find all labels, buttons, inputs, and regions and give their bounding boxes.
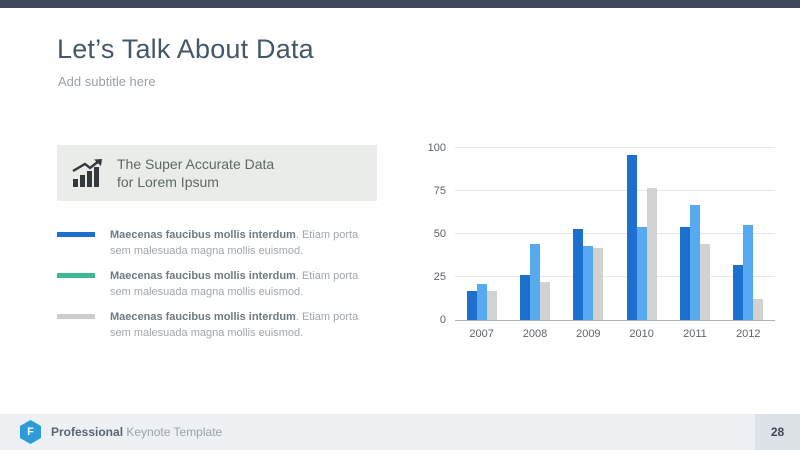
bar-dark-blue-2010 bbox=[626, 154, 637, 320]
gridline-100 bbox=[455, 147, 775, 148]
bar-gray-2011 bbox=[699, 244, 710, 320]
bar-group-2009 bbox=[562, 148, 615, 320]
bar-group-2012 bbox=[722, 148, 775, 320]
bar-group-2010 bbox=[615, 148, 668, 320]
bar-light-blue-2008 bbox=[529, 244, 540, 320]
gridline-75 bbox=[455, 190, 775, 191]
y-axis: 0 25 50 75 100 bbox=[425, 142, 455, 326]
x-tick-label-2010: 2010 bbox=[629, 328, 654, 340]
legend-text: Maecenas faucibus mollis interdum. Etiam… bbox=[110, 310, 359, 339]
legend-item-gray: Maecenas faucibus mollis interdum. Etiam… bbox=[57, 310, 387, 342]
logo: F bbox=[20, 420, 41, 444]
footer: F Professional Keynote Template 28 bbox=[0, 414, 800, 450]
bar-light-blue-2007 bbox=[476, 283, 487, 320]
bar-light-blue-2011 bbox=[689, 204, 700, 320]
callout-line2: for Lorem Ipsum bbox=[117, 174, 219, 190]
y-tick-label-50: 50 bbox=[433, 228, 446, 240]
x-tick-label-2009: 2009 bbox=[576, 328, 601, 340]
y-tick-label-75: 75 bbox=[433, 185, 446, 197]
bar-group-2008 bbox=[508, 148, 561, 320]
y-tick-label-100: 100 bbox=[427, 142, 446, 154]
bar-light-blue-2010 bbox=[636, 227, 647, 320]
legend-item-blue: Maecenas faucibus mollis interdum. Etiam… bbox=[57, 228, 387, 260]
plot-column: 2007 2008 2009 2010 2011 2012 bbox=[455, 147, 775, 340]
bar-dark-blue-2011 bbox=[679, 227, 690, 320]
gridline-25 bbox=[455, 276, 775, 277]
x-tick-label-2007: 2007 bbox=[469, 328, 494, 340]
legend-swatch-blue bbox=[57, 232, 95, 237]
bar-group-2007 bbox=[455, 148, 508, 320]
bar-group-2011 bbox=[668, 148, 721, 320]
legend-swatch-green bbox=[57, 272, 95, 278]
bar-dark-blue-2009 bbox=[573, 228, 584, 320]
bar-light-blue-2012 bbox=[743, 225, 754, 320]
bar-chart: 0 25 50 75 100 2007 2008 2009 2010 2011 2012 bbox=[425, 142, 775, 340]
x-axis-labels: 2007 2008 2009 2010 2011 2012 bbox=[455, 328, 775, 340]
slide-subtitle: Add subtitle here bbox=[58, 74, 156, 89]
callout-line1: The Super Accurate Data bbox=[117, 155, 275, 172]
legend-swatch-gray bbox=[57, 313, 95, 319]
top-accent-bar bbox=[0, 0, 800, 8]
x-tick-label-2011: 2011 bbox=[683, 328, 707, 340]
y-tick-label-0: 0 bbox=[439, 314, 446, 326]
bar-light-blue-2009 bbox=[583, 246, 594, 320]
plot-area bbox=[455, 147, 775, 321]
legend-text: Maecenas faucibus mollis interdum. Etiam… bbox=[110, 229, 359, 257]
x-tick-label-2008: 2008 bbox=[522, 328, 548, 340]
footer-brand: Professional Keynote Template bbox=[51, 425, 223, 439]
slide-title: Let’s Talk About Data bbox=[57, 34, 314, 64]
callout-box: The Super Accurate Data for Lorem Ipsum bbox=[57, 145, 377, 201]
logo-letter: F bbox=[27, 426, 34, 438]
bar-dark-blue-2012 bbox=[733, 264, 744, 320]
bar-gray-2009 bbox=[593, 247, 604, 320]
bar-dark-blue-2008 bbox=[519, 275, 530, 320]
bar-gray-2010 bbox=[646, 187, 657, 320]
x-tick-label-2012: 2012 bbox=[736, 328, 761, 340]
bar-gray-2007 bbox=[486, 290, 497, 320]
legend-text: Maecenas faucibus mollis interdum. Etiam… bbox=[110, 269, 359, 298]
bar-chart-growth-icon bbox=[71, 159, 103, 187]
bar-gray-2008 bbox=[539, 282, 550, 320]
gridline-50 bbox=[455, 233, 775, 234]
bar-gray-2012 bbox=[753, 299, 764, 320]
callout-text: The Super Accurate Data for Lorem Ipsum bbox=[117, 155, 274, 191]
page-number: 28 bbox=[755, 414, 800, 450]
y-tick-label-25: 25 bbox=[433, 271, 446, 283]
legend: Maecenas faucibus mollis interdum. Etiam… bbox=[57, 228, 387, 351]
legend-item-green: Maecenas faucibus mollis interdum. Etiam… bbox=[57, 269, 387, 301]
bar-dark-blue-2007 bbox=[466, 290, 477, 320]
